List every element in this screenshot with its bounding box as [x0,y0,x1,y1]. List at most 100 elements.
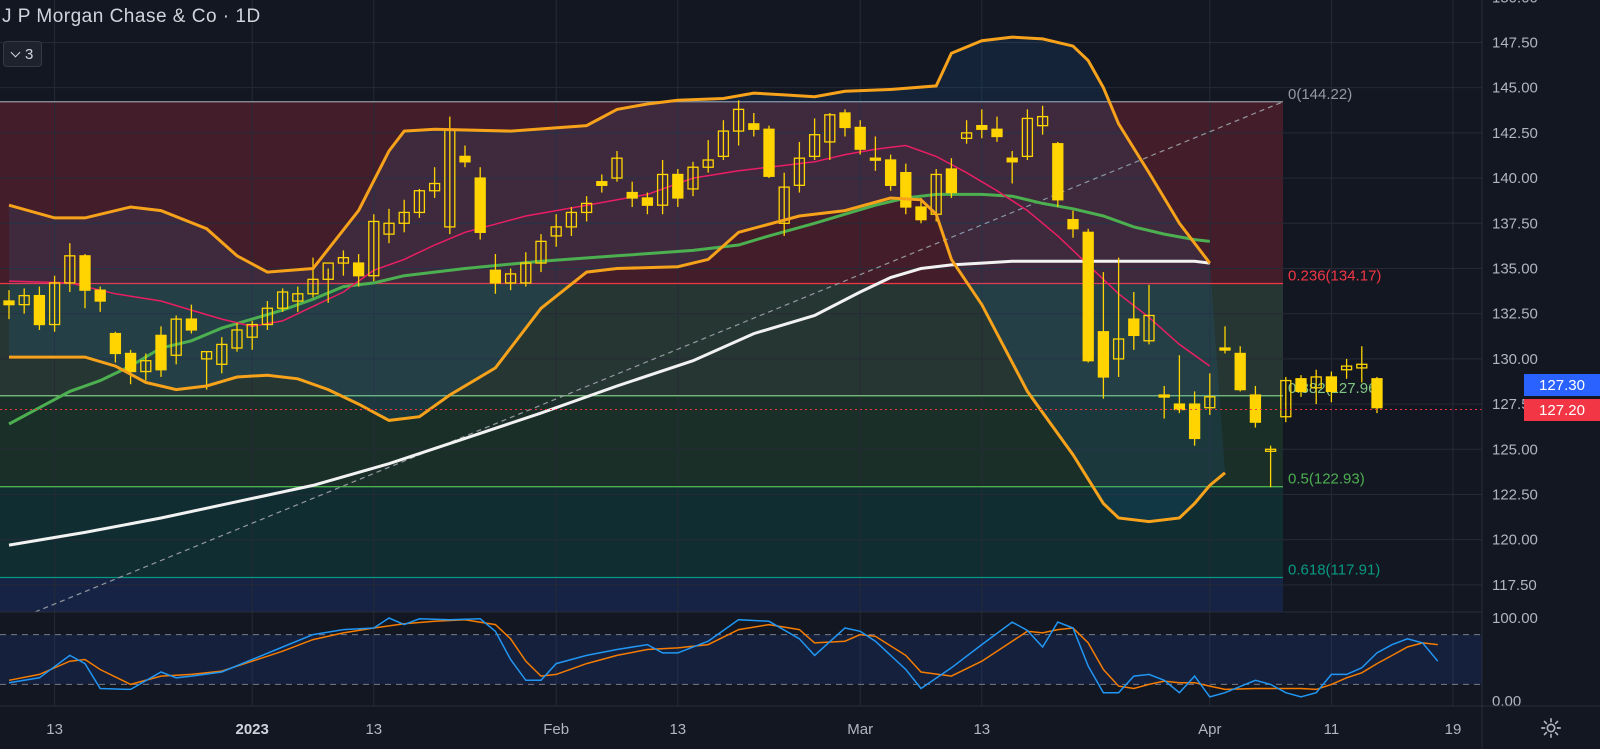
fib-zone [0,486,1283,578]
candle-body [1021,117,1034,158]
candle-body [991,128,1003,138]
candle-body [292,293,304,302]
time-axis-label: Mar [847,721,873,738]
candle-body [109,332,122,355]
candle-body [140,360,152,373]
candle-body [48,282,61,326]
candle-body [1143,314,1155,342]
price-axis-label: 137.50 [1492,215,1538,232]
candle-body [398,211,410,224]
osc-axis-label: 100.00 [1492,610,1538,627]
candle-body [185,318,198,331]
fib-label-0: 0(144.22) [1288,86,1352,103]
price-axis-label: 117.50 [1492,577,1537,594]
candle-body [18,294,30,306]
candle-body [1036,115,1049,127]
candle-body [520,262,532,284]
time-axis-label: 19 [1445,721,1462,738]
candle-body [1128,318,1140,337]
candle-body [1310,376,1322,389]
candle-body [459,155,471,163]
sma200-line [8,259,1210,547]
candle-body [322,262,334,280]
candle-body [824,114,836,143]
stoch-band-fill [0,634,1482,685]
candle-body [307,278,319,295]
candle-body [79,255,91,291]
candle-body [368,220,380,277]
candle-body [1219,347,1231,351]
price-axis-label: 147.50 [1492,34,1538,51]
candle-body [1158,394,1170,398]
candle-body [945,168,958,194]
indicators-toggle-button[interactable]: 3 [3,41,43,67]
candle-body [702,159,714,168]
sma20-line [8,144,1211,367]
time-axis-label: 2023 [236,721,269,738]
osc-axis-label: 0.00 [1492,693,1521,710]
candle-body [1097,331,1110,378]
candle-body [200,350,213,360]
candle-body [778,186,790,224]
candle-body [124,352,137,373]
fib-zone [0,577,1283,612]
candle-body [611,157,623,179]
fib-label-0.618: 0.618(117.91) [1288,561,1380,578]
time-axis-label: 13 [46,721,63,738]
candle-body [687,166,699,190]
chevron-down-icon [10,47,21,57]
stoch-d-line [8,618,1438,691]
candle-body [337,256,350,264]
candle-body [854,126,866,150]
candle-body [656,173,669,206]
candle-body [1188,403,1201,440]
candle-body [428,182,441,192]
candle-body [793,157,806,186]
fib-zone [0,395,1283,487]
candle-body [170,318,182,356]
gear-icon[interactable] [1540,717,1562,739]
candle-body [672,173,684,199]
candle-body [489,269,502,284]
candle-body [216,343,228,365]
candle-body [565,211,578,228]
fib-label-0.5: 0.5(122.93) [1288,471,1365,488]
candle-body [3,300,15,306]
candle-body [915,206,927,221]
price-axis-label: 125.00 [1492,441,1538,458]
candle-body [884,159,897,186]
last-price-tag-red: 127.20 [1524,399,1600,421]
candle-body [1280,379,1292,418]
price-axis-label: 142.50 [1492,125,1538,142]
candle-body [1204,396,1216,409]
price-axis-label: 140.00 [1492,170,1538,187]
candle-body [504,273,517,284]
candle-body [1295,378,1307,393]
candle-body [64,255,76,284]
bollinger-upper [8,35,1211,274]
candle-body [748,123,760,130]
candle-body [1249,394,1262,423]
candle-body [763,128,775,177]
candle-body [1173,403,1186,411]
time-axis-label: 13 [973,721,990,738]
candle-body [276,291,289,309]
candle-body [413,190,426,214]
price-axis-label: 135.00 [1492,260,1538,277]
chart-title: J P Morgan Chase & Co · 1D [2,6,261,27]
time-axis-label: 13 [669,721,686,738]
price-axis-label: 150.00 [1492,0,1538,6]
price-axis-label: 132.50 [1492,306,1538,323]
candle-body [641,197,654,206]
candle-body [1006,157,1018,163]
candle-body [1112,338,1125,360]
bollinger-lower [9,196,1226,524]
bollinger-cloud [9,37,1225,522]
candle-body [246,323,258,338]
time-axis-label: Feb [543,721,569,738]
candle-body [596,181,608,186]
time-axis-label: 13 [365,721,382,738]
candle-body [1067,219,1079,230]
candle-body [33,294,46,326]
